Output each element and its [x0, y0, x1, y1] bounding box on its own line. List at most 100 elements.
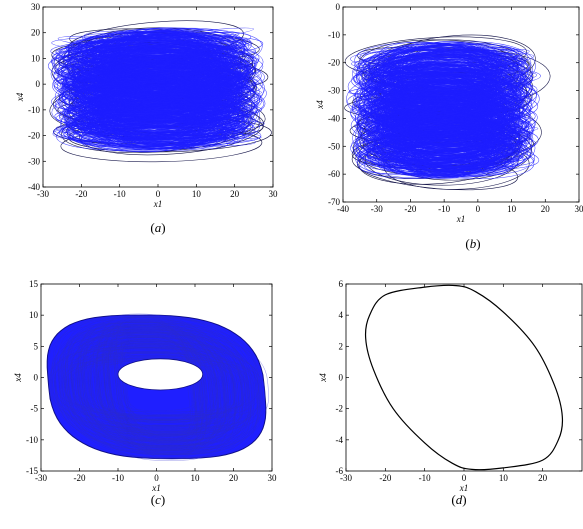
orbit-loop	[377, 87, 496, 141]
x-tick-label: 0	[154, 473, 159, 483]
orbit-loop	[116, 34, 205, 77]
torus-strand	[98, 314, 222, 455]
x-tick-label: 20	[538, 473, 548, 483]
y-tick-label: 0	[339, 373, 344, 383]
y-tick-label: 20	[31, 28, 41, 38]
x-tick-label: -30	[37, 189, 49, 199]
orbit-loop	[376, 111, 533, 145]
y-tick-label: -6	[336, 466, 344, 476]
x-axis-label: x1	[459, 483, 469, 493]
x-tick-label: 30	[575, 204, 583, 214]
orbit-loop	[356, 61, 514, 109]
x-tick-label: 0	[462, 473, 467, 483]
torus-strand	[115, 316, 197, 460]
x-tick-label: 10	[507, 204, 517, 214]
orbit-loop	[100, 106, 233, 140]
orbit-loop	[52, 40, 245, 61]
x-tick-label: -10	[112, 473, 124, 483]
torus-strand	[110, 320, 196, 448]
panel-caption: (c)	[151, 492, 165, 507]
orbit-loop	[355, 42, 521, 99]
torus-strand	[96, 346, 219, 423]
plot-area	[346, 284, 582, 471]
x-tick-label: 10	[192, 189, 202, 199]
torus-strand	[78, 331, 232, 443]
torus-strand	[96, 333, 211, 436]
x-tick-label: 20	[541, 204, 551, 214]
torus-strand	[64, 336, 241, 439]
y-tick-label: -4	[336, 435, 344, 445]
torus-strand	[82, 337, 229, 430]
orbit-loop	[393, 92, 515, 136]
y-tick-label: 10	[31, 53, 41, 63]
torus-strand	[120, 354, 195, 421]
y-tick-label: 15	[29, 279, 39, 289]
torus-strand	[59, 326, 247, 451]
torus-strand	[80, 326, 228, 443]
torus-strand	[52, 316, 260, 451]
panel-caption: (a)	[150, 220, 165, 235]
orbit-loop	[91, 123, 226, 148]
y-axis-label: x4	[318, 373, 328, 383]
y-tick-label: -15	[26, 466, 38, 476]
orbit-loop	[90, 66, 206, 120]
torus-strand	[112, 316, 199, 459]
orbit-loop	[395, 154, 484, 169]
y-tick-label: 4	[339, 310, 344, 320]
y-tick-label: 30	[31, 2, 41, 12]
orbit-loop	[375, 62, 516, 98]
orbit-loop	[76, 106, 235, 140]
x-tick-label: -10	[438, 204, 450, 214]
orbit-loop	[53, 55, 242, 96]
orbit-loop	[391, 66, 484, 103]
orbit-loop	[354, 51, 525, 75]
x-tick-label: -20	[379, 473, 391, 483]
torus-strand	[96, 323, 222, 449]
orbit-loop	[89, 82, 229, 125]
y-tick-label: -30	[328, 86, 340, 96]
orbit-loop	[53, 74, 248, 115]
torus-strand	[121, 318, 198, 450]
torus-strand	[67, 325, 243, 447]
orbit-loop	[56, 77, 248, 90]
torus-strand	[105, 321, 202, 448]
orbit-loop	[382, 143, 511, 177]
orbit-loop	[55, 88, 240, 136]
orbit-loop	[62, 75, 255, 127]
y-tick-label: -10	[28, 105, 40, 115]
orbit-loop	[363, 76, 530, 131]
orbit-loop	[66, 109, 240, 148]
orbit-loop	[65, 59, 247, 96]
x-tick-label: -30	[340, 473, 352, 483]
orbit-loop	[60, 65, 239, 91]
x-tick-label: 10	[499, 473, 509, 483]
torus-strand	[86, 331, 226, 446]
x-tick-label: -20	[74, 473, 86, 483]
y-tick-label: -40	[328, 113, 340, 123]
x-axis-label: x1	[153, 199, 163, 209]
torus-strand	[79, 353, 237, 421]
torus-strand	[64, 361, 246, 417]
x-axis-label: x1	[456, 214, 466, 224]
torus-strand	[95, 336, 216, 434]
torus-strand	[70, 337, 244, 432]
orbit-loop	[110, 31, 223, 68]
orbit-loop	[381, 110, 504, 145]
x-axis-label: x1	[151, 483, 161, 493]
periodic-orbit	[364, 284, 564, 471]
torus-strand	[97, 321, 211, 448]
y-tick-label: -10	[26, 435, 38, 445]
orbit-loop	[382, 44, 493, 82]
orbit-loop	[101, 95, 192, 140]
orbit-loop	[351, 126, 522, 165]
y-tick-label: 6	[339, 279, 344, 289]
torus-strand	[74, 356, 246, 413]
y-tick-label: 5	[34, 341, 39, 351]
orbit-loop	[378, 101, 490, 164]
y-tick-label: -70	[328, 197, 340, 207]
torus-strand	[103, 343, 208, 427]
orbit-loop	[405, 150, 492, 175]
y-tick-label: -5	[31, 404, 39, 414]
torus-strand	[108, 332, 206, 436]
